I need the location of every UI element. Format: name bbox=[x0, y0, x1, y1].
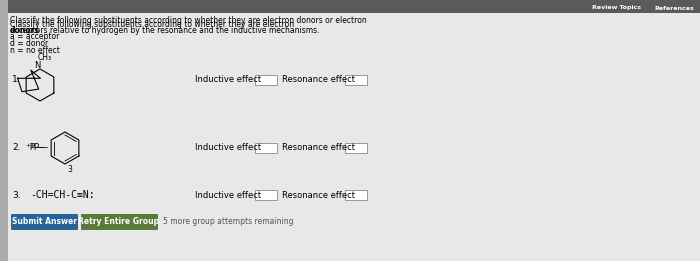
Bar bbox=[345, 190, 367, 200]
Text: N: N bbox=[34, 62, 40, 70]
Text: donors: donors bbox=[10, 26, 40, 35]
Text: CH₃: CH₃ bbox=[38, 54, 52, 62]
Text: Retry Entire Group: Retry Entire Group bbox=[78, 217, 160, 227]
Text: Classify the following substituents according to whether they are electron donor: Classify the following substituents acco… bbox=[10, 16, 367, 35]
Text: ⁺P—: ⁺P— bbox=[29, 144, 48, 152]
Text: 3.: 3. bbox=[12, 191, 20, 199]
Text: Inductive effect: Inductive effect bbox=[195, 191, 261, 199]
Text: 3: 3 bbox=[68, 165, 72, 175]
Text: References: References bbox=[654, 5, 694, 10]
Text: a = acceptor: a = acceptor bbox=[10, 32, 60, 41]
Bar bbox=[255, 190, 277, 200]
Text: Resonance effect: Resonance effect bbox=[282, 191, 355, 199]
Text: Inductive effect: Inductive effect bbox=[195, 144, 261, 152]
Text: 1.: 1. bbox=[12, 75, 20, 85]
Text: Resonance effect: Resonance effect bbox=[282, 144, 355, 152]
Text: n = no effect: n = no effect bbox=[10, 46, 60, 55]
Text: 2.: 2. bbox=[12, 144, 20, 152]
FancyBboxPatch shape bbox=[590, 1, 644, 13]
Bar bbox=[345, 75, 367, 85]
Text: d = donor: d = donor bbox=[10, 39, 48, 48]
FancyBboxPatch shape bbox=[11, 214, 78, 230]
Bar bbox=[255, 143, 277, 153]
FancyBboxPatch shape bbox=[81, 214, 158, 230]
Text: Review Topics: Review Topics bbox=[592, 5, 641, 10]
Bar bbox=[255, 75, 277, 85]
Text: 5 more group attempts remaining: 5 more group attempts remaining bbox=[163, 217, 293, 227]
Bar bbox=[345, 143, 367, 153]
Text: Submit Answer: Submit Answer bbox=[11, 217, 76, 227]
Text: ⁺P—: ⁺P— bbox=[25, 144, 44, 152]
Text: -CH=CH-C≡N:: -CH=CH-C≡N: bbox=[30, 190, 94, 200]
FancyBboxPatch shape bbox=[647, 1, 700, 13]
Text: Resonance effect: Resonance effect bbox=[282, 75, 355, 85]
Text: Classify the following substituents according to whether they are electron: Classify the following substituents acco… bbox=[10, 20, 297, 29]
Bar bbox=[0, 0, 700, 13]
Bar bbox=[0, 0, 8, 261]
Text: Inductive effect: Inductive effect bbox=[195, 75, 261, 85]
